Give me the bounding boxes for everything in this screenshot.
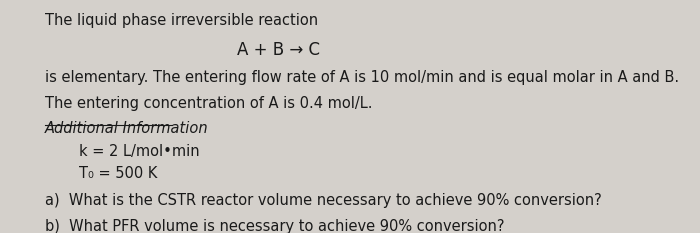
Text: b)  What PFR volume is necessary to achieve 90% conversion?: b) What PFR volume is necessary to achie… xyxy=(46,219,505,233)
Text: The liquid phase irreversible reaction: The liquid phase irreversible reaction xyxy=(46,13,318,28)
Text: T₀ = 500 K: T₀ = 500 K xyxy=(79,166,158,181)
Text: A + B → C: A + B → C xyxy=(237,41,321,59)
Text: is elementary. The entering flow rate of A is 10 mol/min and is equal molar in A: is elementary. The entering flow rate of… xyxy=(46,70,679,85)
Text: Additional Information: Additional Information xyxy=(46,121,209,136)
Text: k = 2 L/mol•min: k = 2 L/mol•min xyxy=(79,144,200,159)
Text: The entering concentration of A is 0.4 mol/L.: The entering concentration of A is 0.4 m… xyxy=(46,96,372,111)
Text: a)  What is the CSTR reactor volume necessary to achieve 90% conversion?: a) What is the CSTR reactor volume neces… xyxy=(46,193,602,208)
